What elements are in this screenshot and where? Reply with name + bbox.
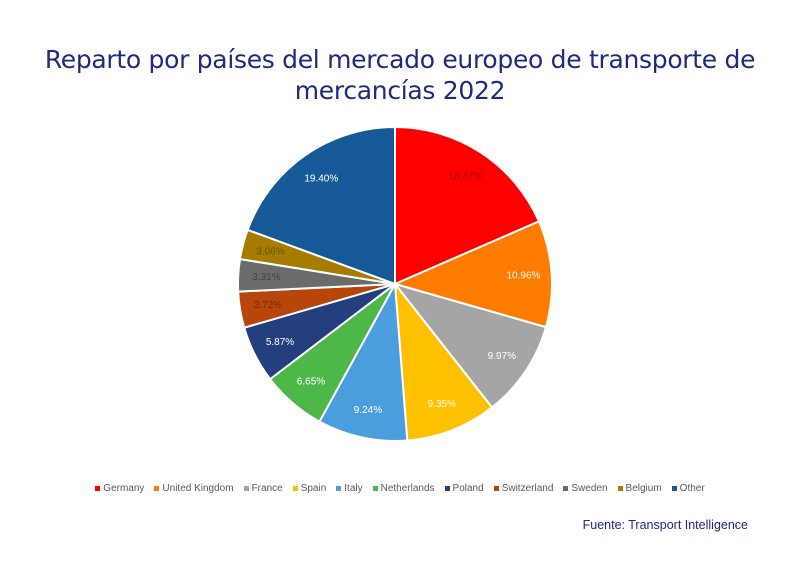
legend-label: Poland bbox=[452, 483, 484, 494]
data-label: 9.97% bbox=[488, 351, 516, 362]
data-label: 9.24% bbox=[354, 405, 382, 416]
legend-item: France bbox=[243, 483, 283, 494]
legend-item: Germany bbox=[95, 483, 144, 494]
legend-swatch bbox=[493, 486, 499, 491]
legend-label: Italy bbox=[344, 483, 363, 494]
chart-title: Reparto por países del mercado europeo d… bbox=[44, 45, 756, 105]
legend-label: Netherlands bbox=[380, 483, 435, 494]
source-note: Fuente: Transport Intelligence bbox=[582, 518, 748, 532]
legend-swatch bbox=[154, 486, 160, 491]
legend-item: Italy bbox=[336, 483, 363, 494]
legend-swatch bbox=[336, 486, 342, 491]
data-label: 5.87% bbox=[266, 337, 294, 348]
legend-item: Netherlands bbox=[372, 483, 435, 494]
legend-item: Switzerland bbox=[493, 483, 554, 494]
legend-item: Spain bbox=[292, 483, 327, 494]
legend-label: Belgium bbox=[625, 483, 662, 494]
legend-swatch bbox=[95, 486, 101, 491]
legend-label: Germany bbox=[103, 483, 145, 494]
legend-label: Spain bbox=[300, 483, 327, 494]
legend-item: Other bbox=[671, 483, 705, 494]
legend-label: Switzerland bbox=[501, 483, 554, 494]
data-label: 6.65% bbox=[297, 377, 325, 388]
pie-slice-united-kingdom bbox=[392, 220, 553, 329]
data-label: 18.47% bbox=[449, 171, 483, 182]
pie-slice-france bbox=[392, 282, 548, 409]
legend-item: Belgium bbox=[617, 483, 662, 494]
legend-label: Sweden bbox=[571, 483, 608, 494]
pie-slice-spain bbox=[393, 280, 494, 442]
legend-swatch bbox=[292, 486, 298, 491]
pie-slice-other bbox=[246, 125, 396, 286]
legend-swatch bbox=[444, 486, 450, 491]
pie-slice-germany bbox=[394, 125, 541, 286]
legend-item: Sweden bbox=[563, 483, 608, 494]
legend-swatch bbox=[243, 486, 249, 491]
legend-label: Other bbox=[679, 483, 705, 494]
data-label: 3.72% bbox=[254, 300, 282, 311]
legend-item: Poland bbox=[444, 483, 484, 494]
data-label: 9.35% bbox=[428, 399, 456, 410]
pie-slice-italy bbox=[318, 280, 409, 442]
legend-label: France bbox=[251, 483, 283, 494]
legend: Germany United Kingdom France Spain Italy Net… bbox=[0, 483, 800, 494]
legend-swatch bbox=[563, 486, 569, 491]
data-label: 3.31% bbox=[252, 272, 280, 283]
data-label: 10.96% bbox=[506, 271, 540, 282]
data-label: 19.40% bbox=[304, 173, 338, 184]
legend-swatch bbox=[671, 486, 677, 491]
legend-label: United Kingdom bbox=[162, 483, 234, 494]
legend-swatch bbox=[617, 486, 623, 491]
legend-item: United Kingdom bbox=[154, 483, 234, 494]
legend-swatch bbox=[372, 486, 378, 491]
data-label: 3.06% bbox=[256, 246, 284, 257]
